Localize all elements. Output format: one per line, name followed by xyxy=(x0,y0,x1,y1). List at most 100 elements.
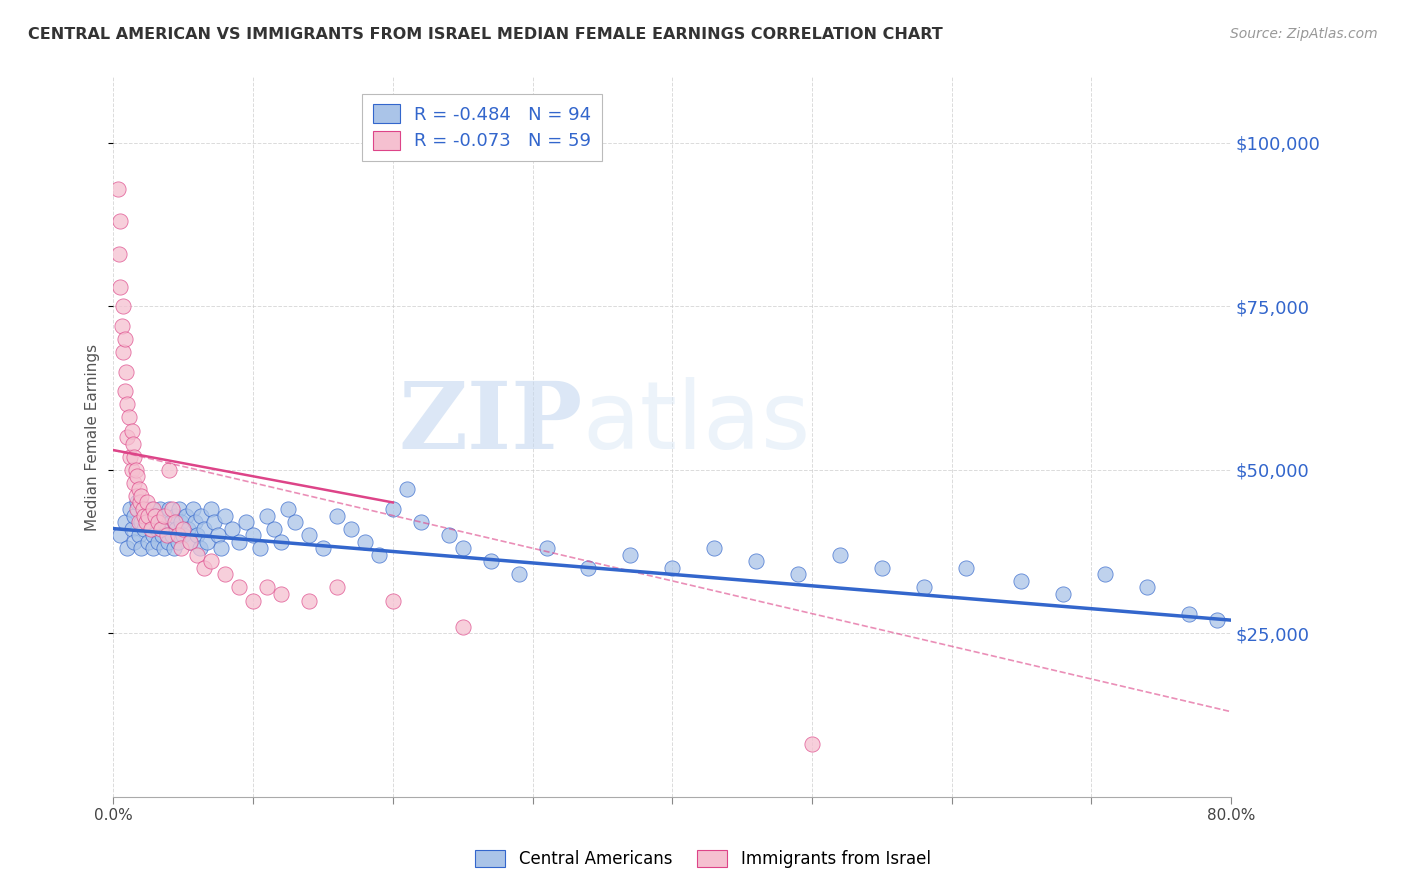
Point xyxy=(138,508,160,523)
Point xyxy=(166,534,188,549)
Point xyxy=(135,515,157,529)
Point xyxy=(340,522,363,536)
Point xyxy=(117,541,139,556)
Point xyxy=(124,534,146,549)
Point xyxy=(298,528,321,542)
Point xyxy=(152,541,174,556)
Point xyxy=(148,534,170,549)
Point xyxy=(578,561,600,575)
Point xyxy=(242,528,264,542)
Point xyxy=(114,384,136,399)
Point xyxy=(176,522,198,536)
Point xyxy=(160,528,183,542)
Point xyxy=(134,522,156,536)
Point xyxy=(193,561,215,575)
Point xyxy=(146,522,169,536)
Point xyxy=(209,541,232,556)
Text: atlas: atlas xyxy=(583,376,811,468)
Point xyxy=(1136,581,1159,595)
Point xyxy=(195,534,218,549)
Point xyxy=(145,508,167,523)
Point xyxy=(200,554,222,568)
Point xyxy=(1094,567,1116,582)
Point xyxy=(120,502,142,516)
Point xyxy=(1206,613,1229,627)
Point xyxy=(214,567,236,582)
Point xyxy=(131,541,153,556)
Point xyxy=(326,508,349,523)
Point xyxy=(381,593,404,607)
Point xyxy=(138,534,160,549)
Point xyxy=(114,332,136,346)
Point xyxy=(110,214,132,228)
Text: ZIP: ZIP xyxy=(398,377,583,467)
Point xyxy=(117,430,139,444)
Point xyxy=(122,436,145,450)
Point xyxy=(181,502,204,516)
Point xyxy=(165,522,187,536)
Point xyxy=(111,318,134,333)
Point xyxy=(163,508,186,523)
Point xyxy=(270,587,292,601)
Point xyxy=(129,495,152,509)
Point xyxy=(745,554,768,568)
Point xyxy=(451,541,474,556)
Point xyxy=(124,450,146,464)
Point xyxy=(149,515,172,529)
Point xyxy=(121,463,143,477)
Point xyxy=(145,508,167,523)
Point xyxy=(127,495,149,509)
Point xyxy=(242,593,264,607)
Point xyxy=(110,528,132,542)
Point xyxy=(1178,607,1201,621)
Point xyxy=(141,522,163,536)
Point xyxy=(125,489,148,503)
Point xyxy=(828,548,851,562)
Point xyxy=(124,508,146,523)
Point xyxy=(157,463,180,477)
Point xyxy=(174,508,197,523)
Point xyxy=(153,508,176,523)
Point xyxy=(955,561,977,575)
Point xyxy=(128,515,150,529)
Point xyxy=(183,515,205,529)
Y-axis label: Median Female Earnings: Median Female Earnings xyxy=(86,343,100,531)
Point xyxy=(114,515,136,529)
Point xyxy=(214,508,236,523)
Point xyxy=(186,548,208,562)
Point xyxy=(221,522,243,536)
Point xyxy=(125,463,148,477)
Point xyxy=(138,515,160,529)
Point xyxy=(202,515,225,529)
Point xyxy=(160,502,183,516)
Point xyxy=(150,528,173,542)
Point xyxy=(1010,574,1032,588)
Point xyxy=(120,450,142,464)
Point xyxy=(256,581,278,595)
Point xyxy=(451,620,474,634)
Point xyxy=(912,581,935,595)
Point xyxy=(118,410,141,425)
Point xyxy=(142,541,165,556)
Point xyxy=(152,508,174,523)
Point xyxy=(437,528,460,542)
Point xyxy=(312,541,335,556)
Point xyxy=(112,299,135,313)
Point xyxy=(409,515,432,529)
Text: Source: ZipAtlas.com: Source: ZipAtlas.com xyxy=(1230,27,1378,41)
Point xyxy=(159,515,181,529)
Point xyxy=(326,581,349,595)
Point xyxy=(256,508,278,523)
Point xyxy=(128,528,150,542)
Point xyxy=(228,534,250,549)
Point xyxy=(124,475,146,490)
Point xyxy=(127,469,149,483)
Point xyxy=(163,515,186,529)
Point xyxy=(136,495,159,509)
Legend: Central Americans, Immigrants from Israel: Central Americans, Immigrants from Israe… xyxy=(468,843,938,875)
Point xyxy=(127,502,149,516)
Point xyxy=(172,522,194,536)
Point xyxy=(121,424,143,438)
Point xyxy=(132,502,155,516)
Point xyxy=(115,365,138,379)
